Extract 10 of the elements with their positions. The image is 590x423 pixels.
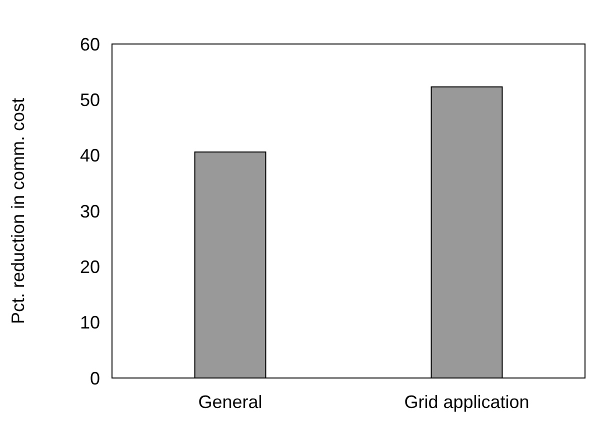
y-tick-label: 30 [80,201,100,222]
x-tick-label: Grid application [404,392,530,412]
x-tick-label: General [198,392,262,412]
y-tick-label: 10 [80,312,100,333]
y-tick-label: 0 [90,368,100,388]
y-tick-label: 50 [80,90,100,110]
y-axis-title: Pct. reduction in comm. cost [8,98,28,324]
y-tick-label: 40 [80,146,100,166]
y-tick-label: 60 [80,34,100,54]
y-tick-label: 20 [80,256,100,277]
